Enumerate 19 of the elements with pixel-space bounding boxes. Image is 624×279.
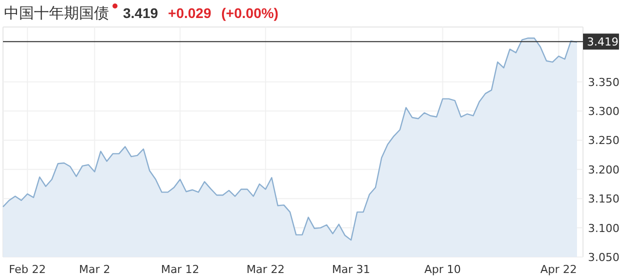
y-tick-label: 3.100: [588, 222, 620, 235]
y-tick-label: 3.350: [588, 76, 620, 89]
chart-title: 中国十年期国债: [4, 5, 109, 22]
y-tick-label: 3.300: [588, 105, 620, 118]
x-tick-label: Mar 2: [78, 263, 110, 276]
y-tick-label: 3.150: [588, 192, 620, 206]
y-tick-label: 3.200: [588, 163, 620, 176]
y-tick-label: 3.250: [588, 134, 620, 148]
x-tick-label: Mar 22: [246, 263, 285, 276]
text: (+0.00%): [221, 5, 278, 21]
x-tick-label: Mar 12: [160, 263, 200, 276]
x-tick-label: Apr 10: [424, 263, 461, 276]
x-tick-label: Mar 31: [332, 263, 370, 276]
ref-line-label: 3.419: [587, 36, 618, 49]
y-tick-label: 3.050: [588, 251, 620, 264]
text: +0.029: [168, 5, 212, 21]
x-tick-label: Feb 22: [8, 263, 46, 276]
text: 3.419: [123, 5, 158, 21]
x-tick-label: Apr 22: [540, 263, 577, 276]
